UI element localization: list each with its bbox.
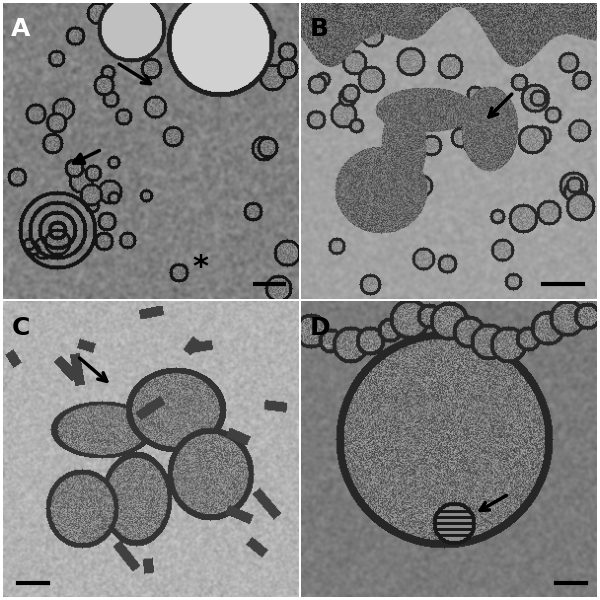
Text: A: A bbox=[11, 17, 31, 41]
Text: B: B bbox=[310, 17, 329, 41]
Text: C: C bbox=[11, 316, 30, 340]
Text: *: * bbox=[193, 253, 209, 282]
Text: D: D bbox=[310, 316, 331, 340]
